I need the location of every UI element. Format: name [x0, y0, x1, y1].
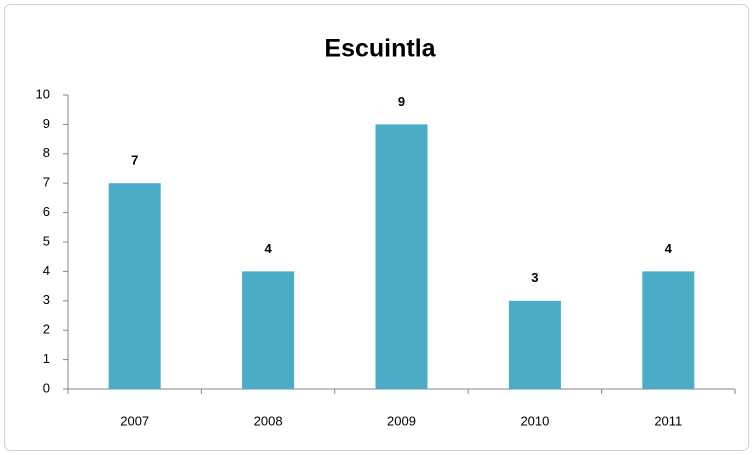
x-tick-label: 2011 [654, 413, 682, 428]
x-tick-label: 2008 [254, 413, 283, 428]
y-tick-label: 4 [43, 263, 50, 278]
data-label: 3 [531, 270, 538, 285]
bar [642, 271, 695, 389]
y-tick-label: 5 [43, 233, 50, 248]
data-label: 9 [398, 94, 405, 109]
bar [508, 300, 561, 389]
y-tick-label: 3 [43, 292, 50, 307]
y-tick-label: 10 [36, 86, 50, 101]
y-tick-label: 2 [43, 322, 50, 337]
bar [242, 271, 295, 389]
data-label: 7 [131, 153, 138, 168]
x-tick-label: 2007 [120, 413, 149, 428]
y-tick-label: 7 [43, 175, 50, 190]
y-tick-label: 0 [43, 380, 50, 395]
y-tick-label: 8 [43, 145, 50, 160]
data-label: 4 [665, 241, 673, 256]
y-tick-label: 9 [43, 116, 50, 131]
chart-title: Escuintla [324, 35, 436, 63]
x-tick-label: 2010 [520, 413, 549, 428]
y-tick-label: 1 [43, 351, 50, 366]
bar [375, 124, 428, 390]
data-label: 4 [264, 241, 272, 256]
bar [108, 183, 161, 389]
x-tick-label: 2009 [387, 413, 416, 428]
y-tick-label: 6 [43, 204, 50, 219]
